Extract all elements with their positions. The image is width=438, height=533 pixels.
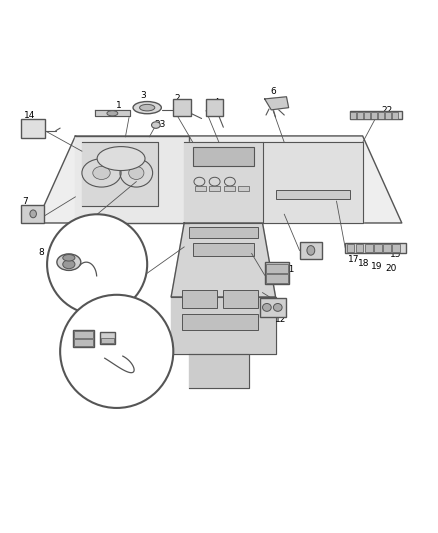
Bar [182,290,217,308]
Polygon shape [82,142,158,206]
Bar [101,338,114,343]
Bar [383,244,391,252]
Text: 20: 20 [385,264,396,273]
Bar [100,332,115,344]
Bar [374,244,382,252]
Ellipse shape [152,122,160,128]
Text: 10: 10 [69,327,80,336]
Bar [224,185,235,191]
Text: 9: 9 [79,258,85,267]
Bar [260,298,286,317]
Text: 22: 22 [381,106,392,115]
Bar [350,112,356,118]
Text: 14: 14 [24,110,35,119]
Bar [188,228,258,238]
Text: 18: 18 [358,259,369,268]
Ellipse shape [107,111,118,116]
Text: 7: 7 [22,197,28,206]
Bar [74,332,93,338]
Bar [350,111,402,119]
Ellipse shape [97,147,145,171]
Bar [300,242,322,259]
Polygon shape [262,142,363,223]
Text: 8: 8 [39,248,44,256]
Circle shape [60,295,173,408]
Bar [276,190,350,199]
Bar [364,112,370,118]
Bar [206,99,223,116]
Polygon shape [75,136,188,223]
Bar [21,118,45,138]
Polygon shape [188,353,250,389]
Bar [266,264,288,273]
Polygon shape [265,97,289,110]
Polygon shape [171,223,276,297]
Bar [193,243,254,256]
Ellipse shape [63,260,75,269]
Bar [365,244,373,252]
Bar [356,244,364,252]
Ellipse shape [129,166,144,180]
Bar [74,339,93,346]
Bar [392,112,398,118]
Ellipse shape [307,246,315,255]
Text: 21: 21 [283,264,294,273]
Text: 15: 15 [389,250,401,259]
Text: 3: 3 [140,91,146,100]
Bar [193,147,254,166]
Bar [265,262,289,284]
Bar [357,112,363,118]
Bar [346,244,354,252]
Polygon shape [36,136,402,223]
Bar [173,99,191,116]
Ellipse shape [63,255,75,261]
Text: 4: 4 [214,98,219,107]
Bar [371,112,377,118]
Circle shape [47,214,147,314]
Bar [223,290,258,308]
Bar [21,205,44,223]
Bar [266,274,288,282]
Bar [345,243,406,253]
Bar [182,314,258,329]
Text: 23: 23 [154,120,166,128]
Text: 13: 13 [310,248,321,256]
Ellipse shape [262,303,271,311]
Ellipse shape [93,166,110,180]
Ellipse shape [57,254,81,270]
Bar [73,330,94,347]
Text: 12: 12 [275,315,286,324]
Bar [392,244,400,252]
Ellipse shape [140,104,155,111]
Polygon shape [95,110,130,116]
Bar [209,185,220,191]
Bar [238,185,249,191]
Polygon shape [171,297,276,353]
Text: 11: 11 [123,348,134,357]
Bar [385,112,391,118]
Text: 17: 17 [348,255,360,264]
Polygon shape [184,142,262,223]
Text: 2: 2 [175,94,180,103]
Text: 1: 1 [116,101,122,110]
Ellipse shape [133,102,161,114]
Bar [195,185,206,191]
Bar [378,112,384,118]
Ellipse shape [273,303,282,311]
Text: 16: 16 [374,243,386,252]
Ellipse shape [30,210,36,218]
Text: 6: 6 [271,87,276,96]
Text: 19: 19 [371,262,383,271]
